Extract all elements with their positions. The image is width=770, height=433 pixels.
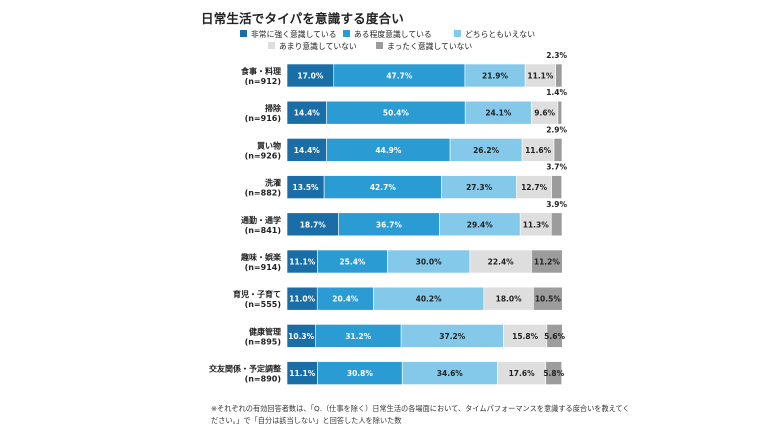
category-n-label: (n=895) xyxy=(245,337,281,346)
bar-segment xyxy=(545,361,563,385)
data-label: 18.0% xyxy=(496,295,523,304)
legend-label: 非常に強く意識している xyxy=(251,29,337,39)
category-label: 洗濯 xyxy=(265,178,281,188)
legend-swatch xyxy=(240,30,247,37)
legend-swatch xyxy=(376,42,383,49)
data-label: 40.2% xyxy=(416,295,443,304)
data-label: 12.7% xyxy=(521,183,548,192)
bar-segment xyxy=(550,212,563,237)
chart-title: 日常生活でタイパを意識する度合い xyxy=(201,11,404,26)
data-label: 11.2% xyxy=(534,258,561,267)
data-label: 44.9% xyxy=(375,146,402,155)
data-label: 13.5% xyxy=(293,183,320,192)
data-label: 20.4% xyxy=(332,295,359,304)
category-label: 趣味・娯楽 xyxy=(240,252,282,262)
data-label: 17.0% xyxy=(297,72,324,81)
category-n-label: (n=912) xyxy=(245,77,281,86)
category-label: 育児・子育て xyxy=(233,289,281,299)
legend-label: あまり意識していない xyxy=(279,41,357,51)
data-label: 42.7% xyxy=(370,183,397,192)
legend-swatch xyxy=(268,42,275,49)
category-label: 掃除 xyxy=(265,103,282,113)
category-n-label: (n=555) xyxy=(245,300,281,309)
category-n-label: (n=890) xyxy=(245,375,281,384)
bar-segment xyxy=(546,324,563,348)
bar-segment xyxy=(555,63,563,88)
data-label: 10.5% xyxy=(535,295,562,304)
data-label: 18.7% xyxy=(300,220,327,229)
data-label: 14.4% xyxy=(294,146,321,155)
data-label: 37.2% xyxy=(439,332,466,341)
bar-segment xyxy=(533,286,563,311)
data-label: 34.6% xyxy=(437,369,464,378)
data-label: 47.7% xyxy=(386,72,413,81)
bar-segment xyxy=(553,138,563,162)
data-label: 11.1% xyxy=(289,258,316,267)
category-label: 食事・料理 xyxy=(241,66,281,76)
data-label: 9.6% xyxy=(534,109,555,118)
data-label: 25.4% xyxy=(339,258,366,267)
legend-swatch xyxy=(454,30,461,37)
category-n-label: (n=916) xyxy=(245,114,281,123)
data-label: 11.0% xyxy=(289,295,316,304)
category-n-label: (n=882) xyxy=(245,189,281,198)
data-label: 1.4% xyxy=(546,88,567,97)
data-label: 30.0% xyxy=(416,258,443,267)
data-label: 5.8% xyxy=(543,369,564,378)
data-label: 11.1% xyxy=(289,369,316,378)
bar-segment xyxy=(551,175,563,199)
data-label: 31.2% xyxy=(345,332,372,341)
data-label: 11.6% xyxy=(525,146,552,155)
category-label: 交友関係・予定調整 xyxy=(209,364,281,374)
data-label: 11.1% xyxy=(527,72,554,81)
data-label: 30.8% xyxy=(347,369,374,378)
data-label: 26.2% xyxy=(473,146,500,155)
data-label: 21.9% xyxy=(482,72,509,81)
data-label: 2.9% xyxy=(546,125,567,134)
bar-segment xyxy=(557,100,563,125)
data-label: 36.7% xyxy=(376,220,403,229)
data-label: 22.4% xyxy=(488,258,515,267)
bar-segment xyxy=(531,249,563,274)
category-label: 買い物 xyxy=(257,140,281,150)
data-label: 5.6% xyxy=(544,332,565,341)
chart-footnote: ※それぞれの有効回答者数は、「Q.（仕事を除く）日常生活の各場面において、タイム… xyxy=(211,404,630,425)
data-label: 17.6% xyxy=(509,369,536,378)
category-label: 健康管理 xyxy=(249,326,281,336)
data-label: 2.3% xyxy=(546,51,567,60)
data-label: 24.1% xyxy=(485,109,512,118)
legend-label: ある程度意識している xyxy=(354,29,432,39)
category-n-label: (n=841) xyxy=(245,226,281,235)
legend-label: どちらともいえない xyxy=(465,30,535,39)
data-label: 50.4% xyxy=(383,109,410,118)
data-label: 14.4% xyxy=(294,109,321,118)
data-label: 3.9% xyxy=(546,200,567,209)
data-label: 29.4% xyxy=(467,220,494,229)
data-label: 3.7% xyxy=(546,163,567,172)
legend-swatch xyxy=(343,30,350,37)
data-label: 27.3% xyxy=(466,183,493,192)
category-n-label: (n=926) xyxy=(245,151,281,160)
category-label: 通勤・通学 xyxy=(241,215,281,225)
data-label: 11.3% xyxy=(523,220,550,229)
data-label: 10.3% xyxy=(288,332,315,341)
legend-label: まったく意識していない xyxy=(387,41,472,51)
data-label: 15.8% xyxy=(512,332,539,341)
category-n-label: (n=914) xyxy=(245,263,281,272)
